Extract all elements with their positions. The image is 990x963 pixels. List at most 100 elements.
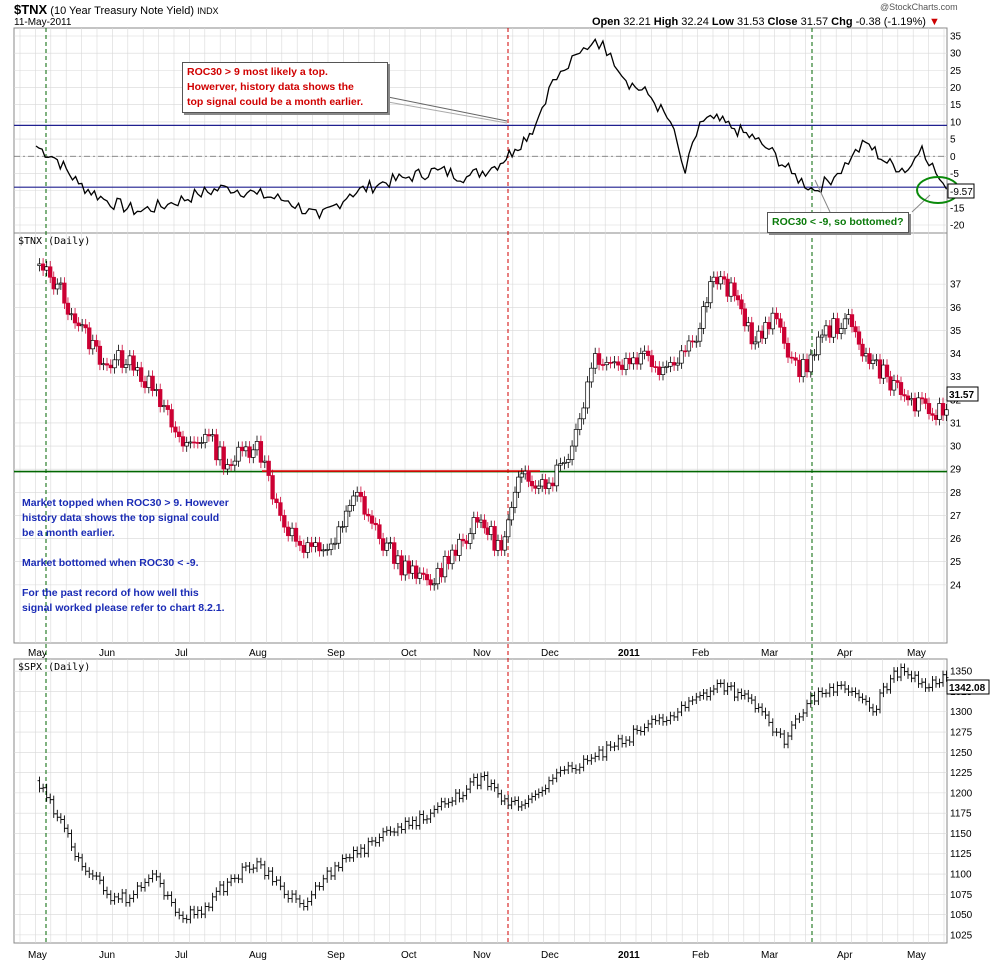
tnx-candle-body — [424, 574, 430, 581]
month-label: Jul — [175, 648, 188, 659]
tnx-candle-body — [708, 281, 713, 304]
tnx-candle-body — [664, 365, 669, 368]
month-label-bottom: May — [907, 950, 926, 961]
tnx-candle-body — [701, 306, 706, 329]
tnx-candle-body — [793, 357, 798, 361]
exchange: INDX — [197, 6, 219, 16]
tnx-candle-body — [154, 389, 159, 391]
month-label: Mar — [761, 648, 779, 659]
roc-tick-label: -5 — [950, 169, 959, 180]
tnx-candle-body — [177, 431, 182, 438]
tnx-candle-body — [410, 565, 415, 574]
tnx-candle-body — [282, 515, 287, 528]
tnx-candle-body — [120, 350, 125, 368]
tnx-candle-body — [718, 276, 723, 285]
tnx-candle-body — [362, 496, 367, 515]
roc-tick-label: 35 — [950, 32, 962, 43]
tnx-candle-body — [347, 505, 352, 512]
tnx-candle-body — [657, 366, 662, 375]
tnx-candle-body — [225, 464, 230, 470]
tnx-candle-body — [446, 555, 451, 565]
tnx-candle-body — [457, 538, 462, 556]
tnx-candle-body — [232, 460, 237, 466]
month-label: Feb — [692, 648, 710, 659]
tnx-candle-body — [116, 350, 121, 361]
svg-text:31.57: 31.57 — [949, 390, 974, 401]
tnx-candle-body — [529, 480, 535, 487]
tnx-candle-body — [278, 502, 283, 516]
tnx-candle-body — [690, 340, 695, 343]
tnx-candle-body — [863, 353, 869, 357]
spx-tick-label: 1225 — [950, 768, 973, 779]
tnx-candle-body — [214, 434, 219, 461]
tnx-candle-body — [569, 445, 575, 460]
tnx-candle-body — [72, 313, 78, 324]
tnx-candle-body — [247, 446, 252, 458]
tnx-candle-body — [782, 326, 787, 344]
tnx-candle-body — [536, 485, 541, 489]
tnx-candle-body — [905, 395, 911, 401]
tnx-candle-body — [297, 540, 303, 546]
tnx-candle-body — [101, 363, 106, 366]
spx-tick-label: 1075 — [950, 890, 973, 901]
tnx-tick-label: 24 — [950, 580, 962, 591]
tnx-candle-body — [289, 527, 295, 537]
svg-text:-9.57: -9.57 — [950, 187, 973, 198]
spx-panel-frame — [13, 658, 948, 944]
tnx-candle-body — [746, 322, 751, 327]
tnx-candle-body — [732, 282, 737, 297]
month-label-bottom: May — [28, 950, 47, 961]
tnx-candle-body — [749, 322, 754, 345]
month-label-bottom: Oct — [401, 950, 417, 961]
tnx-candle-body — [638, 353, 643, 365]
tnx-candle-body — [355, 491, 360, 497]
tnx-candle-body — [877, 359, 883, 379]
month-label-bottom: Nov — [473, 950, 491, 961]
tnx-candle-body — [581, 407, 586, 420]
tnx-tick-label: 25 — [950, 557, 962, 568]
roc-tick-label: 10 — [950, 117, 962, 128]
tnx-candle-body — [325, 549, 330, 551]
tnx-candle-body — [562, 461, 567, 464]
tnx-candle-body — [150, 375, 155, 391]
tnx-candle-body — [683, 350, 688, 353]
tnx-candle-body — [210, 434, 215, 437]
tnx-candle-body — [827, 325, 832, 338]
tnx-candle-body — [895, 380, 900, 383]
spx-tick-label: 1250 — [950, 748, 973, 759]
tnx-candle-body — [937, 403, 942, 420]
tnx-candle-body — [108, 364, 113, 369]
tnx-candle-body — [286, 526, 291, 537]
tnx-candle-body — [697, 328, 703, 342]
tnx-candle-body — [453, 549, 458, 556]
tnx-candle-body — [317, 542, 322, 552]
tnx-candle-body — [759, 330, 765, 339]
tnx-candle-body — [820, 334, 825, 338]
tnx-candle-body — [867, 353, 872, 364]
tnx-candle-body — [161, 405, 167, 408]
month-axis-bottom: May Jun Jul Aug Sep Oct Nov Dec 2011 Feb Mar Apr May — [28, 950, 926, 961]
tnx-candle-body — [808, 354, 813, 373]
tnx-candle-body — [40, 263, 46, 271]
tnx-candle-body — [735, 295, 741, 301]
tnx-candle-body — [131, 355, 136, 371]
tnx-candle-body — [774, 312, 779, 320]
tnx-candle-body — [823, 325, 829, 336]
tnx-candle-body — [526, 470, 531, 482]
tnx-candle-body — [739, 299, 744, 310]
tnx-candle-body — [631, 357, 636, 365]
tnx-candle-body — [188, 441, 193, 444]
tnx-candle-body — [566, 459, 571, 463]
tnx-candle-body — [944, 409, 949, 416]
tnx-candle-body — [104, 363, 110, 366]
tnx-candle-body — [309, 542, 314, 547]
tnx-candle-body — [881, 364, 886, 379]
month-label: Apr — [837, 648, 853, 659]
tnx-candle-body — [742, 308, 747, 327]
tnx-candle-body — [653, 366, 658, 368]
tnx-panel-title: $TNX (Daily) — [18, 236, 90, 247]
month-label: Jun — [99, 648, 115, 659]
spx-tick-label: 1050 — [950, 910, 973, 921]
tnx-candle-body — [236, 446, 241, 462]
tnx-candle-body — [243, 446, 249, 452]
